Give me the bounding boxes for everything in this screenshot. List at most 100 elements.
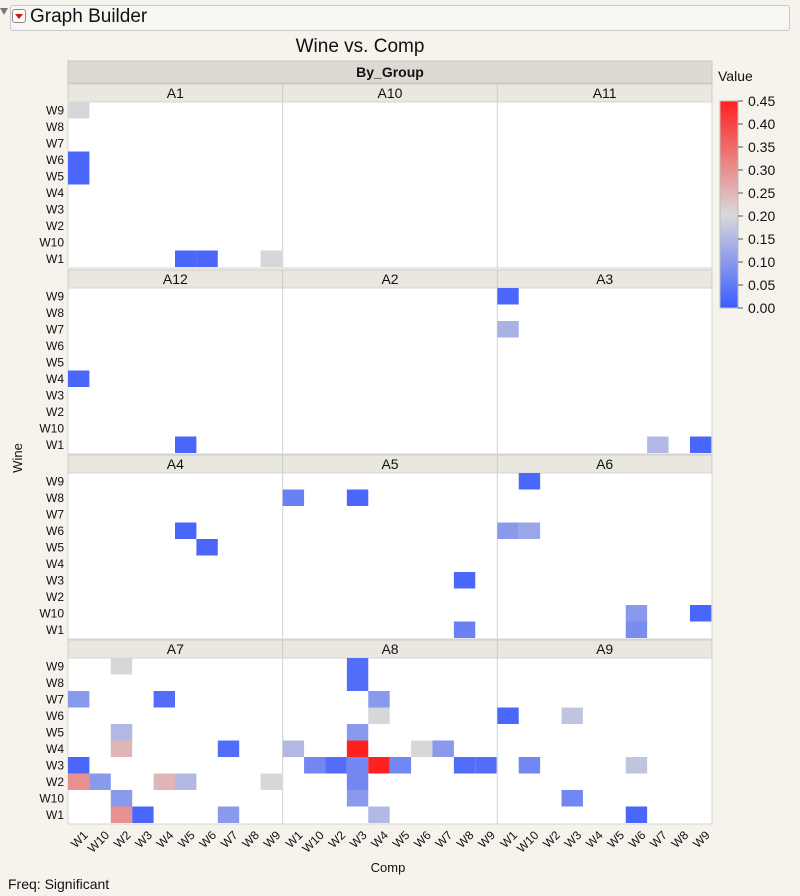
heatmap-cell: [110, 806, 133, 823]
heatmap-cell: [153, 773, 175, 790]
legend-tick-label: 0.15: [748, 231, 775, 247]
y-tick-label: W1: [46, 438, 64, 452]
x-tick-label: W2: [540, 828, 563, 851]
x-tick-label: W9: [475, 828, 498, 851]
heatmap-cell: [89, 773, 111, 790]
heatmap-cell: [325, 757, 347, 774]
heatmap-cell: [346, 724, 369, 741]
x-tick-label: W10: [299, 828, 327, 856]
heatmap-cell: [346, 740, 369, 757]
y-tick-label: W4: [46, 186, 64, 200]
y-tick-label: W3: [46, 388, 64, 402]
x-tick-label: W8: [454, 828, 477, 851]
heatmap-cell: [217, 806, 240, 823]
y-tick-label: W8: [46, 491, 64, 505]
heatmap-cell: [68, 102, 90, 119]
y-tick-label: W2: [46, 775, 64, 789]
heatmap-cell: [132, 806, 154, 823]
panel-label-A2: A2: [381, 271, 398, 287]
disclosure-triangle-icon[interactable]: [0, 8, 8, 15]
heatmap-cell: [625, 757, 648, 774]
heatmap-cell: [625, 806, 648, 823]
panel-plot-A6: [496, 472, 713, 640]
y-tick-label: W8: [46, 120, 64, 134]
heatmap-cell: [346, 489, 369, 506]
y-tick-label: W3: [46, 758, 64, 772]
x-tick-label: W6: [626, 828, 649, 851]
y-tick-label: W6: [46, 524, 64, 538]
x-tick-label: W8: [239, 828, 262, 851]
y-tick-label: W8: [46, 306, 64, 320]
x-tick-label: W4: [154, 828, 177, 851]
panel-label-A3: A3: [596, 271, 613, 287]
y-tick-label: W9: [46, 289, 64, 303]
y-tick-label: W5: [46, 355, 64, 369]
x-tick-label: W4: [583, 828, 606, 851]
panel-plot-A4: [67, 472, 284, 640]
heatmap-cell: [689, 436, 712, 453]
x-tick-label: W2: [111, 828, 134, 851]
group-header: [67, 60, 713, 84]
panel-label-A10: A10: [378, 85, 403, 101]
y-tick-label: W10: [39, 421, 64, 435]
panel-label-A9: A9: [596, 641, 613, 657]
x-tick-label: W9: [690, 828, 713, 851]
x-tick-label: W5: [604, 828, 627, 851]
heatmap-cell: [497, 288, 519, 305]
heatmap-cell: [110, 658, 133, 675]
heatmap-cell: [68, 151, 90, 168]
y-tick-label: W1: [46, 808, 64, 822]
heatmap-cell: [518, 473, 541, 490]
y-tick-label: W9: [46, 103, 64, 117]
heatmap-cell: [68, 757, 90, 774]
legend-tick-label: 0.25: [748, 185, 775, 201]
heatmap-cell: [175, 436, 197, 453]
heatmap-cell: [346, 658, 369, 675]
panel-plot-A12: [67, 287, 284, 455]
legend-tick-label: 0.45: [748, 93, 775, 109]
heatmap-cell: [453, 572, 476, 589]
title-bar: Graph Builder: [0, 0, 800, 34]
panel-plot-A9: [496, 657, 713, 825]
y-tick-label: W2: [46, 590, 64, 604]
y-tick-label: W9: [46, 659, 64, 673]
y-tick-label: W6: [46, 153, 64, 167]
panel-plot-A8: [282, 657, 498, 825]
x-tick-label: W9: [261, 828, 284, 851]
red-triangle-menu-icon[interactable]: [12, 9, 26, 23]
panel-plot-A3: [496, 287, 713, 455]
heatmap-cell: [346, 790, 369, 807]
heatmap-cell: [497, 321, 519, 338]
y-tick-label: W8: [46, 676, 64, 690]
panel-plot-A1: [67, 101, 284, 269]
x-tick-label: W3: [347, 828, 370, 851]
group-header-label: By_Group: [356, 64, 424, 80]
panel-plot-A2: [282, 287, 498, 455]
heatmap-cell: [389, 757, 412, 774]
legend-tick-label: 0.10: [748, 254, 775, 270]
panel-plot-A5: [282, 472, 498, 640]
heatmap-cell: [411, 740, 433, 757]
panel-plot-A11: [496, 101, 713, 269]
x-tick-label: W10: [85, 828, 113, 856]
x-tick-label: W3: [562, 828, 585, 851]
heatmap-cell: [68, 691, 90, 708]
heatmap-cell: [368, 707, 390, 724]
y-tick-label: W1: [46, 252, 64, 266]
panel-label-A7: A7: [167, 641, 184, 657]
app-title: Graph Builder: [30, 6, 148, 27]
legend-tick-label: 0.00: [748, 300, 775, 316]
heatmap-cell: [368, 757, 390, 774]
heatmap-cell: [175, 522, 197, 539]
heatmap-cell: [153, 691, 175, 708]
heatmap-cell: [475, 757, 497, 774]
x-tick-label: W8: [669, 828, 692, 851]
panel-label-A1: A1: [167, 85, 184, 101]
heatmap-cell: [217, 740, 240, 757]
heatmap-cell: [346, 674, 369, 691]
y-tick-label: W5: [46, 169, 64, 183]
y-tick-label: W4: [46, 557, 64, 571]
heatmap-cell: [647, 436, 669, 453]
x-axis-title: Comp: [371, 860, 406, 875]
